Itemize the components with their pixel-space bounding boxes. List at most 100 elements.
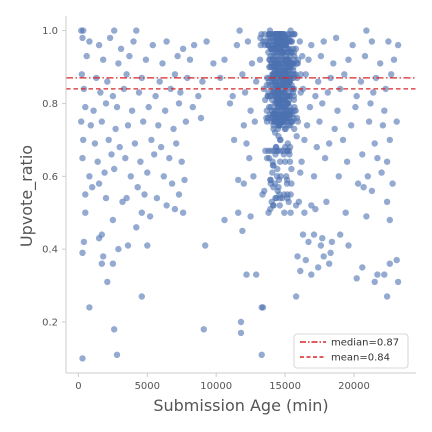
data-point — [388, 71, 394, 77]
x-ticks: 0 5000 10000 15000 20000 — [75, 373, 370, 392]
data-point — [384, 159, 390, 165]
legend-median-label: median=0.87 — [331, 338, 399, 349]
data-point — [374, 155, 380, 161]
data-point — [352, 104, 358, 110]
data-point — [315, 264, 321, 270]
data-point — [308, 271, 314, 277]
data-point — [283, 108, 289, 114]
data-point — [172, 71, 178, 77]
data-point — [79, 250, 85, 256]
data-point — [321, 38, 327, 44]
data-point — [284, 148, 290, 154]
data-point — [86, 38, 92, 44]
data-point — [132, 140, 138, 146]
data-point — [279, 82, 285, 88]
data-point — [318, 53, 324, 59]
data-point — [277, 137, 283, 143]
data-point — [261, 188, 267, 194]
data-point — [88, 122, 94, 128]
data-point — [99, 261, 105, 267]
data-point — [377, 60, 383, 66]
data-point — [277, 49, 283, 55]
data-point — [374, 271, 380, 277]
data-point — [115, 246, 121, 252]
data-point — [176, 100, 182, 106]
data-point — [198, 115, 204, 121]
data-point — [381, 108, 387, 114]
data-point — [80, 137, 86, 143]
data-point — [334, 108, 340, 114]
data-point — [284, 195, 290, 201]
data-point — [246, 155, 252, 161]
data-point — [297, 169, 303, 175]
data-point — [80, 27, 86, 33]
data-point — [370, 89, 376, 95]
data-point — [286, 78, 292, 84]
data-point — [181, 177, 187, 183]
data-point — [282, 115, 288, 121]
data-point — [395, 42, 401, 48]
data-point — [387, 217, 393, 223]
data-point — [293, 293, 299, 299]
data-point — [276, 115, 282, 121]
data-point — [358, 78, 364, 84]
y-ticks: 0.20.40.60.81.0 — [42, 26, 66, 328]
data-point — [210, 60, 216, 66]
data-point — [90, 108, 96, 114]
data-point — [316, 118, 322, 124]
data-point — [332, 126, 338, 132]
data-point — [304, 122, 310, 128]
data-point — [174, 53, 180, 59]
data-point — [276, 177, 282, 183]
x-axis-title: Submission Age (min) — [153, 396, 328, 415]
data-point — [272, 129, 278, 135]
data-point — [110, 93, 116, 99]
data-point — [114, 352, 120, 358]
x-tick-label: 10000 — [200, 381, 232, 392]
data-point — [148, 137, 154, 143]
data-point — [236, 27, 242, 33]
data-point — [360, 184, 366, 190]
x-tick-label: 15000 — [269, 381, 301, 392]
data-point — [106, 137, 112, 143]
y-tick-label: 1.0 — [42, 26, 58, 37]
data-point — [343, 210, 349, 216]
data-point — [308, 42, 314, 48]
data-point — [137, 159, 143, 165]
data-point — [155, 122, 161, 128]
data-point — [265, 210, 271, 216]
data-point — [337, 231, 343, 237]
data-point — [123, 195, 129, 201]
data-point — [162, 108, 168, 114]
data-point — [288, 166, 294, 172]
data-point — [96, 180, 102, 186]
data-point — [99, 231, 105, 237]
data-point — [366, 118, 372, 124]
data-point — [298, 159, 304, 165]
data-point — [79, 155, 85, 161]
y-tick-label: 0.4 — [42, 245, 58, 256]
data-point — [284, 180, 290, 186]
data-point — [136, 89, 142, 95]
data-point — [359, 151, 365, 157]
data-point — [394, 118, 400, 124]
data-point — [97, 89, 103, 95]
data-point — [305, 57, 311, 63]
data-point — [239, 71, 245, 77]
data-point — [327, 250, 333, 256]
data-point — [79, 35, 85, 41]
data-point — [330, 60, 336, 66]
data-point — [267, 31, 273, 37]
data-point — [107, 35, 113, 41]
data-point — [372, 140, 378, 146]
data-point — [243, 271, 249, 277]
data-point — [359, 264, 365, 270]
data-point — [384, 293, 390, 299]
data-point — [84, 53, 90, 59]
x-tick-label: 5000 — [135, 381, 160, 392]
data-point — [369, 38, 375, 44]
data-point — [363, 213, 369, 219]
data-point — [89, 184, 95, 190]
data-point — [294, 253, 300, 259]
